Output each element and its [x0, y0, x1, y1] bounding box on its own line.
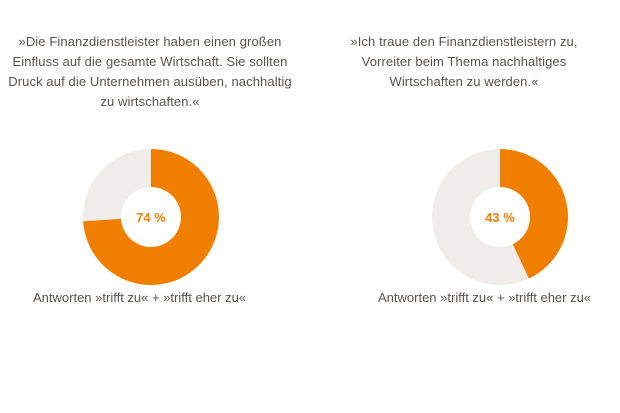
chart-caption: Antworten »trifft zu« + »trifft eher zu« [378, 290, 592, 305]
donut-segment-rest [83, 149, 151, 222]
chart-panel-1: »Die Finanzdienstleister haben einen gro… [8, 34, 292, 305]
donut-center-label: 43 % [485, 210, 515, 225]
chart-title: »Die Finanzdienstleister haben einen gro… [8, 34, 292, 109]
donut-segment-main [83, 149, 220, 285]
chart-title: »Ich traue den Finanzdienstleistern zu, … [350, 34, 578, 89]
chart-caption: Antworten »trifft zu« + »trifft eher zu« [33, 290, 247, 305]
donut-segment-main [500, 149, 568, 279]
donut-segment-rest [432, 149, 529, 285]
chart-panel-2: »Ich traue den Finanzdienstleistern zu, … [310, 0, 620, 413]
donut-chart: 43 % [432, 149, 568, 285]
donut-chart: 74 % [83, 149, 220, 285]
donut-center-label: 74 % [136, 210, 166, 225]
